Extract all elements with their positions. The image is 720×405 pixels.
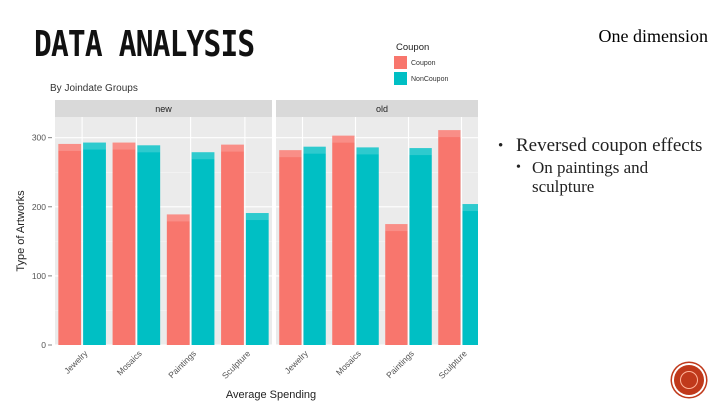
bar-coupon [58,143,82,345]
x-tick-label: Sculpture [220,348,253,381]
bar-noncoupon-highlight [137,145,161,153]
faceted-bar-chart: By Joindate Groups Type of Artworks 0 100 20… [15,42,478,401]
bar-coupon-highlight [221,144,244,152]
bar-noncoupon-highlight [191,152,215,160]
bullet-list: Reversed coupon effects On paintings and… [498,136,713,197]
legend-swatch [394,72,407,85]
corner-label: One dimension [598,26,709,46]
bar-noncoupon [409,148,432,345]
legend-label: Coupon [411,60,436,67]
bar-noncoupon-highlight [462,204,478,212]
legend-title: Coupon [396,42,429,53]
x-tick-label: Jewelry [282,348,310,376]
y-axis-title: Type of Artworks [15,190,27,272]
x-tick-label: Paintings [166,348,198,380]
bar-coupon [221,144,244,345]
bar-coupon-highlight [112,142,136,150]
y-tick-label: 200 [32,202,46,212]
x-tick-label: Sculpture [436,348,469,381]
bar-coupon [166,214,190,345]
legend-label: NonCoupon [411,76,448,83]
x-tick-label: Mosaics [115,348,144,377]
bar-coupon [112,142,136,345]
circle-button-icon[interactable] [674,365,704,395]
bar-noncoupon-highlight [356,147,379,155]
bar-noncoupon [245,213,269,345]
x-axis-title: Average Spending [226,389,316,401]
bar-noncoupon [356,147,379,345]
bar-coupon-highlight [166,214,190,222]
facet-label: new [155,104,172,114]
bar-noncoupon-highlight [83,142,106,150]
bar-noncoupon-highlight [303,146,326,154]
y-tick-label: 300 [32,133,46,143]
plot-layer: By Joindate Groups Type of Artworks 0 100 20… [15,42,478,401]
x-tick-label: Mosaics [334,348,363,377]
bar-coupon [385,224,408,345]
bar-coupon-highlight [385,224,408,232]
bar-coupon-highlight [332,135,355,143]
x-tick-label: Jewelry [62,348,90,376]
facet-strip [55,100,272,117]
legend-swatch [394,56,407,69]
bar-coupon-highlight [279,150,302,158]
bullet-level1: Reversed coupon effects [498,136,713,157]
bar-coupon-highlight [438,130,461,138]
bar-noncoupon [137,145,161,345]
bar-noncoupon-highlight [409,148,432,156]
bar-coupon [279,150,302,345]
bar-coupon [438,130,461,345]
bar-coupon-highlight [58,143,82,151]
bar-noncoupon-highlight [245,213,269,221]
bullet-level2: On paintings and sculpture [498,158,713,196]
y-tick-label: 0 [41,340,46,350]
bar-noncoupon [83,142,106,345]
slide-title: DATA ANALYSIS [34,24,255,65]
bar-noncoupon [191,152,215,345]
bar-noncoupon [462,204,478,345]
bar-coupon [332,135,355,345]
chart-subtitle: By Joindate Groups [50,83,138,94]
facet-strip [276,100,478,117]
x-tick-label: Paintings [384,348,416,380]
bar-noncoupon [303,146,326,345]
facet-label: old [376,104,388,114]
y-tick-label: 100 [32,271,46,281]
circle-button-ring [680,371,698,389]
